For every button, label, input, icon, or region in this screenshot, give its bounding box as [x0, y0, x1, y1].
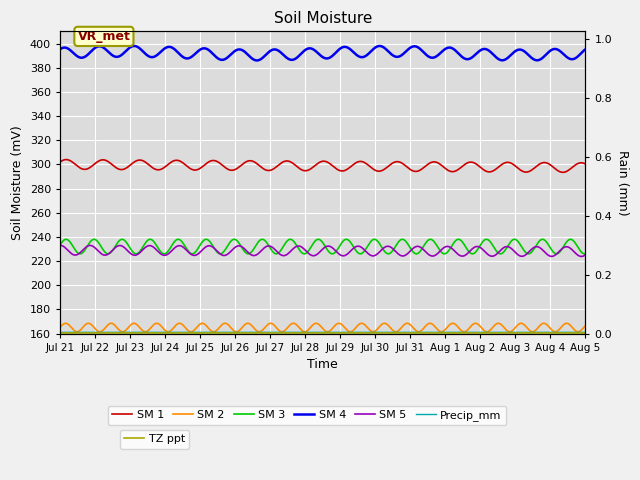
Precip_mm: [312, 329, 319, 335]
SM 3: [298, 250, 305, 255]
SM 1: [470, 160, 478, 166]
TZ ppt: [470, 330, 477, 336]
Line: SM 5: SM 5: [60, 245, 586, 256]
SM 4: [566, 56, 574, 62]
SM 3: [566, 237, 574, 242]
SM 1: [566, 166, 574, 172]
TZ ppt: [566, 330, 574, 336]
SM 4: [312, 48, 320, 54]
Line: SM 2: SM 2: [60, 324, 586, 332]
Text: VR_met: VR_met: [77, 30, 131, 43]
Y-axis label: Soil Moisture (mV): Soil Moisture (mV): [11, 125, 24, 240]
TZ ppt: [566, 330, 574, 336]
SM 3: [83, 244, 91, 250]
SM 5: [56, 242, 64, 248]
Precip_mm: [56, 329, 64, 335]
SM 5: [578, 253, 586, 259]
Precip_mm: [83, 329, 91, 335]
SM 1: [582, 161, 589, 167]
Legend: TZ ppt: TZ ppt: [120, 430, 189, 449]
Precip_mm: [298, 329, 305, 335]
SM 3: [312, 238, 319, 243]
SM 4: [567, 56, 575, 62]
SM 1: [298, 167, 306, 173]
SM 4: [253, 58, 260, 63]
TZ ppt: [298, 330, 305, 336]
SM 2: [83, 321, 91, 326]
SM 1: [56, 159, 64, 165]
SM 1: [559, 169, 566, 175]
Y-axis label: Rain (mm): Rain (mm): [616, 150, 629, 216]
SM 4: [582, 47, 589, 52]
SM 2: [56, 324, 64, 330]
SM 1: [567, 166, 575, 171]
SM 4: [298, 50, 306, 56]
SM 1: [83, 166, 91, 172]
Line: SM 3: SM 3: [60, 240, 586, 254]
SM 3: [371, 237, 378, 242]
SM 5: [582, 252, 589, 258]
SM 2: [73, 329, 81, 335]
Precip_mm: [566, 329, 574, 335]
SM 4: [56, 47, 64, 52]
SM 4: [83, 53, 91, 59]
X-axis label: Time: Time: [307, 358, 338, 371]
SM 1: [63, 156, 70, 162]
SM 5: [56, 242, 64, 248]
Line: SM 1: SM 1: [60, 159, 586, 172]
SM 2: [566, 323, 574, 328]
SM 2: [403, 321, 411, 326]
SM 1: [312, 162, 319, 168]
TZ ppt: [312, 330, 319, 336]
SM 2: [567, 323, 575, 329]
SM 5: [566, 245, 574, 251]
SM 5: [298, 244, 306, 250]
SM 5: [83, 243, 91, 249]
TZ ppt: [582, 330, 589, 336]
SM 5: [312, 252, 319, 258]
TZ ppt: [83, 330, 91, 336]
SM 2: [582, 323, 589, 328]
SM 5: [566, 245, 574, 251]
SM 3: [582, 251, 589, 256]
TZ ppt: [56, 330, 64, 336]
SM 4: [131, 43, 138, 49]
SM 5: [470, 245, 478, 251]
Precip_mm: [566, 329, 574, 335]
SM 4: [470, 53, 478, 59]
SM 3: [553, 251, 561, 257]
SM 3: [567, 237, 575, 242]
SM 2: [298, 327, 306, 333]
Title: Soil Moisture: Soil Moisture: [273, 11, 372, 26]
SM 2: [312, 321, 319, 326]
SM 3: [470, 251, 478, 256]
Line: SM 4: SM 4: [60, 46, 586, 60]
SM 3: [56, 242, 64, 248]
Precip_mm: [470, 329, 477, 335]
SM 2: [470, 321, 478, 326]
Precip_mm: [582, 329, 589, 335]
